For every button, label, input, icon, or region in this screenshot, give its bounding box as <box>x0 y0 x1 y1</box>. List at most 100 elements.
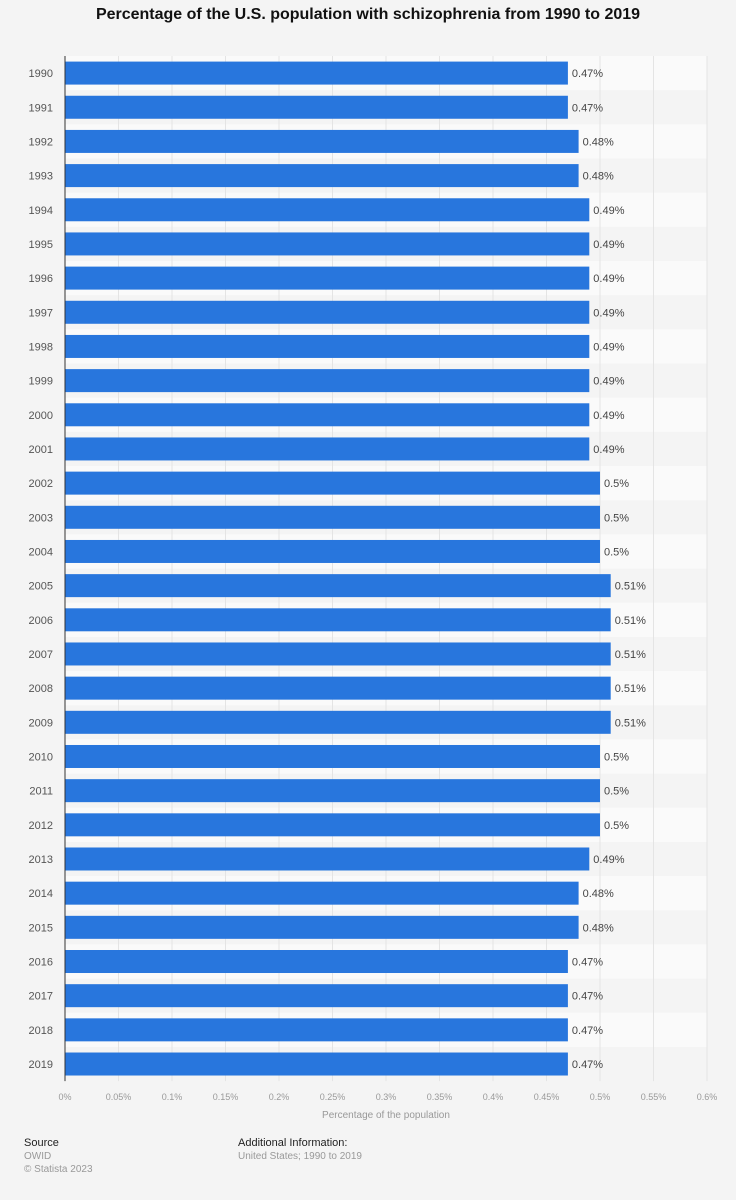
source-block: Source OWID © Statista 2023 <box>24 1137 93 1176</box>
y-tick-label: 2001 <box>29 444 53 456</box>
bar-2013 <box>65 847 590 871</box>
x-tick-label: 0.1% <box>162 1092 183 1102</box>
data-label: 0.49% <box>593 273 624 285</box>
y-tick-label: 1993 <box>29 171 53 183</box>
data-label: 0.48% <box>583 888 614 900</box>
bar-2017 <box>65 984 568 1008</box>
x-tick-label: 0.2% <box>269 1092 290 1102</box>
y-tick-label: 1997 <box>29 307 53 319</box>
y-tick-label: 2002 <box>29 478 53 490</box>
data-label: 0.5% <box>604 786 629 798</box>
bar-2007 <box>65 642 611 666</box>
data-label: 0.51% <box>615 717 646 729</box>
data-label: 0.51% <box>615 649 646 661</box>
x-tick-label: 0.4% <box>483 1092 504 1102</box>
copyright[interactable]: © Statista 2023 <box>24 1164 93 1175</box>
x-tick-label: 0.45% <box>534 1092 560 1102</box>
y-tick-label: 2016 <box>29 957 53 969</box>
y-tick-label: 1999 <box>29 376 53 388</box>
data-label: 0.5% <box>604 478 629 490</box>
y-tick-label: 2007 <box>29 649 53 661</box>
data-label: 0.5% <box>604 751 629 763</box>
y-tick-label: 1998 <box>29 341 53 353</box>
data-label: 0.49% <box>593 444 624 456</box>
data-label: 0.49% <box>593 854 624 866</box>
bar-2019 <box>65 1052 568 1076</box>
bar-1992 <box>65 129 579 153</box>
data-label: 0.47% <box>572 102 603 114</box>
bar-chart: 0% 0.05% 0.1% 0.15% 0.2% 0.25% 0.3% 0.35% 0.4% 0.… <box>29 56 718 1121</box>
y-tick-label: 2011 <box>29 786 53 798</box>
y-tick-label: 1990 <box>29 68 53 80</box>
data-label: 0.48% <box>583 171 614 183</box>
bar-2006 <box>65 608 611 632</box>
x-tick-label: 0.25% <box>320 1092 346 1102</box>
y-tick-label: 2017 <box>29 991 53 1003</box>
x-tick-label: 0% <box>58 1092 71 1102</box>
bar-2016 <box>65 950 568 974</box>
data-label: 0.49% <box>593 341 624 353</box>
data-label: 0.49% <box>593 376 624 388</box>
source-label: Source <box>24 1137 59 1149</box>
x-tick-label: 0.15% <box>213 1092 239 1102</box>
bar-1993 <box>65 164 579 188</box>
data-label: 0.5% <box>604 546 629 558</box>
x-tick-label: 0.6% <box>697 1092 718 1102</box>
bar-2009 <box>65 710 611 734</box>
y-tick-label: 2006 <box>29 615 53 627</box>
y-tick-label: 2004 <box>29 546 53 558</box>
x-axis-title: Percentage of the population <box>322 1110 450 1121</box>
x-tick-label: 0.55% <box>641 1092 667 1102</box>
x-tick-label: 0.35% <box>427 1092 453 1102</box>
y-tick-label: 2014 <box>29 888 53 900</box>
y-tick-label: 1996 <box>29 273 53 285</box>
y-tick-label: 2000 <box>29 410 53 422</box>
data-label: 0.48% <box>583 922 614 934</box>
bar-2002 <box>65 471 600 495</box>
bar-1997 <box>65 300 590 324</box>
bar-2015 <box>65 915 579 939</box>
bar-2010 <box>65 744 600 768</box>
bar-1995 <box>65 232 590 256</box>
x-tick-label: 0.3% <box>376 1092 397 1102</box>
data-label: 0.47% <box>572 991 603 1003</box>
data-label: 0.47% <box>572 957 603 969</box>
bar-1990 <box>65 61 568 85</box>
data-label: 0.47% <box>572 1059 603 1071</box>
x-tick-label: 0.5% <box>590 1092 611 1102</box>
y-tick-label: 1994 <box>29 205 53 217</box>
data-label: 0.49% <box>593 239 624 251</box>
data-label: 0.5% <box>604 820 629 832</box>
additional-info-value: United States; 1990 to 2019 <box>238 1151 362 1162</box>
x-tick-label: 0.05% <box>106 1092 132 1102</box>
data-label: 0.49% <box>593 410 624 422</box>
y-tick-label: 2003 <box>29 512 53 524</box>
y-tick-label: 2015 <box>29 922 53 934</box>
bar-1994 <box>65 198 590 222</box>
additional-info-label: Additional Information: <box>238 1137 348 1149</box>
data-label: 0.5% <box>604 512 629 524</box>
y-tick-label: 2013 <box>29 854 53 866</box>
bar-2001 <box>65 437 590 461</box>
y-tick-label: 1995 <box>29 239 53 251</box>
data-label: 0.47% <box>572 1025 603 1037</box>
bar-1996 <box>65 266 590 290</box>
bar-2003 <box>65 505 600 529</box>
y-tick-label: 2008 <box>29 683 53 695</box>
bar-2008 <box>65 676 611 700</box>
data-label: 0.51% <box>615 615 646 627</box>
bar-2012 <box>65 813 600 837</box>
y-tick-label: 2009 <box>29 717 53 729</box>
bar-2018 <box>65 1018 568 1042</box>
bar-1998 <box>65 334 590 358</box>
bar-2004 <box>65 539 600 563</box>
bar-1999 <box>65 369 590 393</box>
additional-info-block: Additional Information: United States; 1… <box>238 1137 362 1163</box>
y-tick-label: 2005 <box>29 581 53 593</box>
y-tick-label: 1991 <box>29 102 53 114</box>
source-value[interactable]: OWID <box>24 1151 52 1162</box>
y-tick-label: 2012 <box>29 820 53 832</box>
data-label: 0.47% <box>572 68 603 80</box>
bar-1991 <box>65 95 568 119</box>
data-label: 0.49% <box>593 307 624 319</box>
